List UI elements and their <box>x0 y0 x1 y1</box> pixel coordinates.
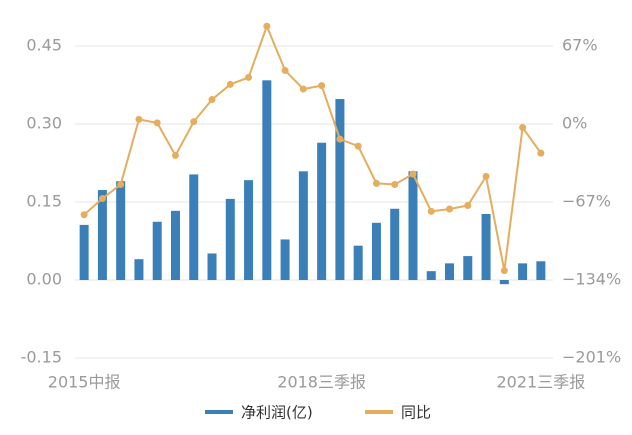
line-point <box>226 80 234 88</box>
bar <box>426 271 436 280</box>
bar <box>170 210 180 280</box>
legend-swatch <box>365 410 393 414</box>
y-tick-label: 0.30 <box>26 114 62 133</box>
line-point <box>208 96 216 104</box>
line-point <box>117 181 125 189</box>
line-point <box>336 135 344 143</box>
line-point <box>537 149 545 157</box>
line-point <box>482 172 490 180</box>
line-point <box>98 195 106 203</box>
y2-tick-label: −134% <box>562 270 621 289</box>
bar <box>518 263 528 280</box>
y2-tick-label: 0% <box>562 114 587 133</box>
line-point <box>135 115 143 123</box>
line-point <box>171 151 179 159</box>
line-point <box>409 170 417 178</box>
x-tick-label: 2018三季报 <box>277 373 366 392</box>
line-point <box>281 66 289 74</box>
bar <box>207 253 217 280</box>
line-point <box>464 201 472 209</box>
y-tick-label: 0.00 <box>26 270 62 289</box>
line-point <box>299 85 307 93</box>
bar <box>134 259 144 280</box>
bar <box>536 261 546 280</box>
y2-tick-label: −201% <box>562 348 621 367</box>
bar <box>97 190 107 280</box>
bar <box>463 256 473 280</box>
legend-label: 净利润(亿) <box>241 404 313 422</box>
x-tick-label: 2015中报 <box>48 373 121 392</box>
line-point <box>354 142 362 150</box>
bar <box>317 142 327 280</box>
line-point <box>500 267 508 275</box>
line-point <box>153 119 161 127</box>
bar <box>262 80 272 280</box>
bar <box>371 222 381 280</box>
line-point <box>245 73 253 81</box>
x-tick-label: 2021三季报 <box>496 373 585 392</box>
line-point <box>372 179 380 187</box>
legend-label: 同比 <box>401 404 431 422</box>
y-tick-label: 0.15 <box>26 192 62 211</box>
bar <box>280 239 290 280</box>
line-point <box>190 118 198 126</box>
bar <box>408 171 418 280</box>
bar <box>335 99 345 280</box>
bar <box>445 263 455 280</box>
line <box>83 23 542 271</box>
y2-tick-label: 67% <box>562 36 598 55</box>
bar <box>116 181 126 280</box>
line-point <box>318 82 326 90</box>
bar <box>79 224 89 280</box>
bar <box>481 213 491 280</box>
bar <box>244 180 254 280</box>
legend-swatch <box>205 410 233 414</box>
bar <box>225 198 235 280</box>
bar <box>152 221 162 280</box>
line-point <box>80 211 88 219</box>
y2-tick-label: −67% <box>562 192 611 211</box>
y-tick-label: -0.15 <box>21 348 62 367</box>
line-point <box>427 207 435 215</box>
line-point <box>391 181 399 189</box>
line-point <box>446 205 454 213</box>
bar <box>353 245 363 280</box>
line-point <box>519 123 527 131</box>
bar <box>189 174 199 280</box>
bar <box>499 280 509 285</box>
bar <box>298 171 308 280</box>
bar <box>390 208 400 280</box>
y-tick-label: 0.45 <box>26 36 62 55</box>
line-point <box>263 22 271 30</box>
